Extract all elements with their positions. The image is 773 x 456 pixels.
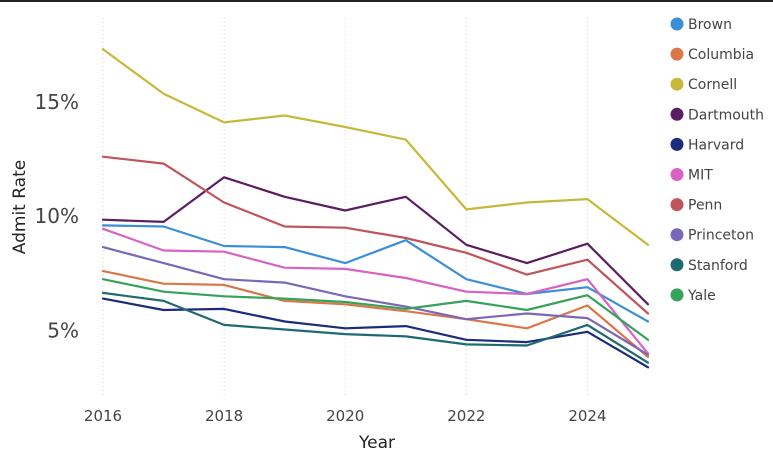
legend-label: Dartmouth [688,107,764,123]
series-line-dartmouth [101,176,650,306]
legend-label: Brown [688,17,732,33]
series-line-mit [101,227,650,355]
series-line-cornell [101,48,650,246]
legend-item-columbia[interactable]: Columbia [670,47,755,63]
x-tick-label: 2022 [447,407,485,425]
series-line-penn [101,155,650,315]
legend-label: Princeton [688,228,754,244]
legend: Brown Columbia Cornell Dartmouth Harvard MIT P… [670,17,765,304]
series-line-harvard [101,297,650,369]
legend-marker [670,288,684,302]
legend-marker [670,107,684,121]
x-tick-label: 2020 [326,407,364,425]
x-axis-title: Year [358,433,395,452]
legend-label: Stanford [688,258,748,274]
x-axis-ticks: 2016 2018 2020 2022 2024 [84,407,607,425]
legend-item-dartmouth[interactable]: Dartmouth [670,107,765,123]
legend-item-penn[interactable]: Penn [670,198,723,214]
y-tick-label: 10% [35,204,79,228]
series-line-yale [101,278,650,341]
series-lines [101,48,650,369]
legend-label: Cornell [688,77,737,93]
legend-label: Penn [688,198,722,214]
x-tick-label: 2018 [205,407,243,425]
x-tick-label: 2024 [568,407,606,425]
series-line-princeton [101,246,650,356]
legend-item-princeton[interactable]: Princeton [670,228,754,244]
legend-marker [670,198,684,212]
legend-marker [670,137,684,151]
gridlines [102,18,588,397]
y-tick-label: 5% [47,319,79,343]
legend-marker [670,17,684,31]
legend-label: MIT [688,168,713,184]
legend-item-stanford[interactable]: Stanford [670,258,748,274]
legend-label: Columbia [688,47,754,63]
y-axis-ticks: 5% 10% 15% [35,90,79,343]
legend-label: Yale [687,288,716,304]
legend-label: Harvard [688,137,744,153]
legend-item-harvard[interactable]: Harvard [670,137,745,153]
y-tick-label: 15% [35,90,79,114]
legend-item-yale[interactable]: Yale [670,288,716,304]
series-line-brown [101,224,650,323]
legend-item-cornell[interactable]: Cornell [670,77,738,93]
legend-marker [670,228,684,242]
legend-marker [670,168,684,181]
legend-item-brown[interactable]: Brown [670,17,732,33]
x-tick-label: 2016 [84,407,122,425]
series-line-stanford [101,291,650,364]
legend-marker [670,77,684,91]
legend-marker [670,47,684,61]
legend-item-mit[interactable]: MIT [670,168,714,184]
legend-marker [670,258,684,272]
y-axis-title: Admit Rate [10,160,30,254]
